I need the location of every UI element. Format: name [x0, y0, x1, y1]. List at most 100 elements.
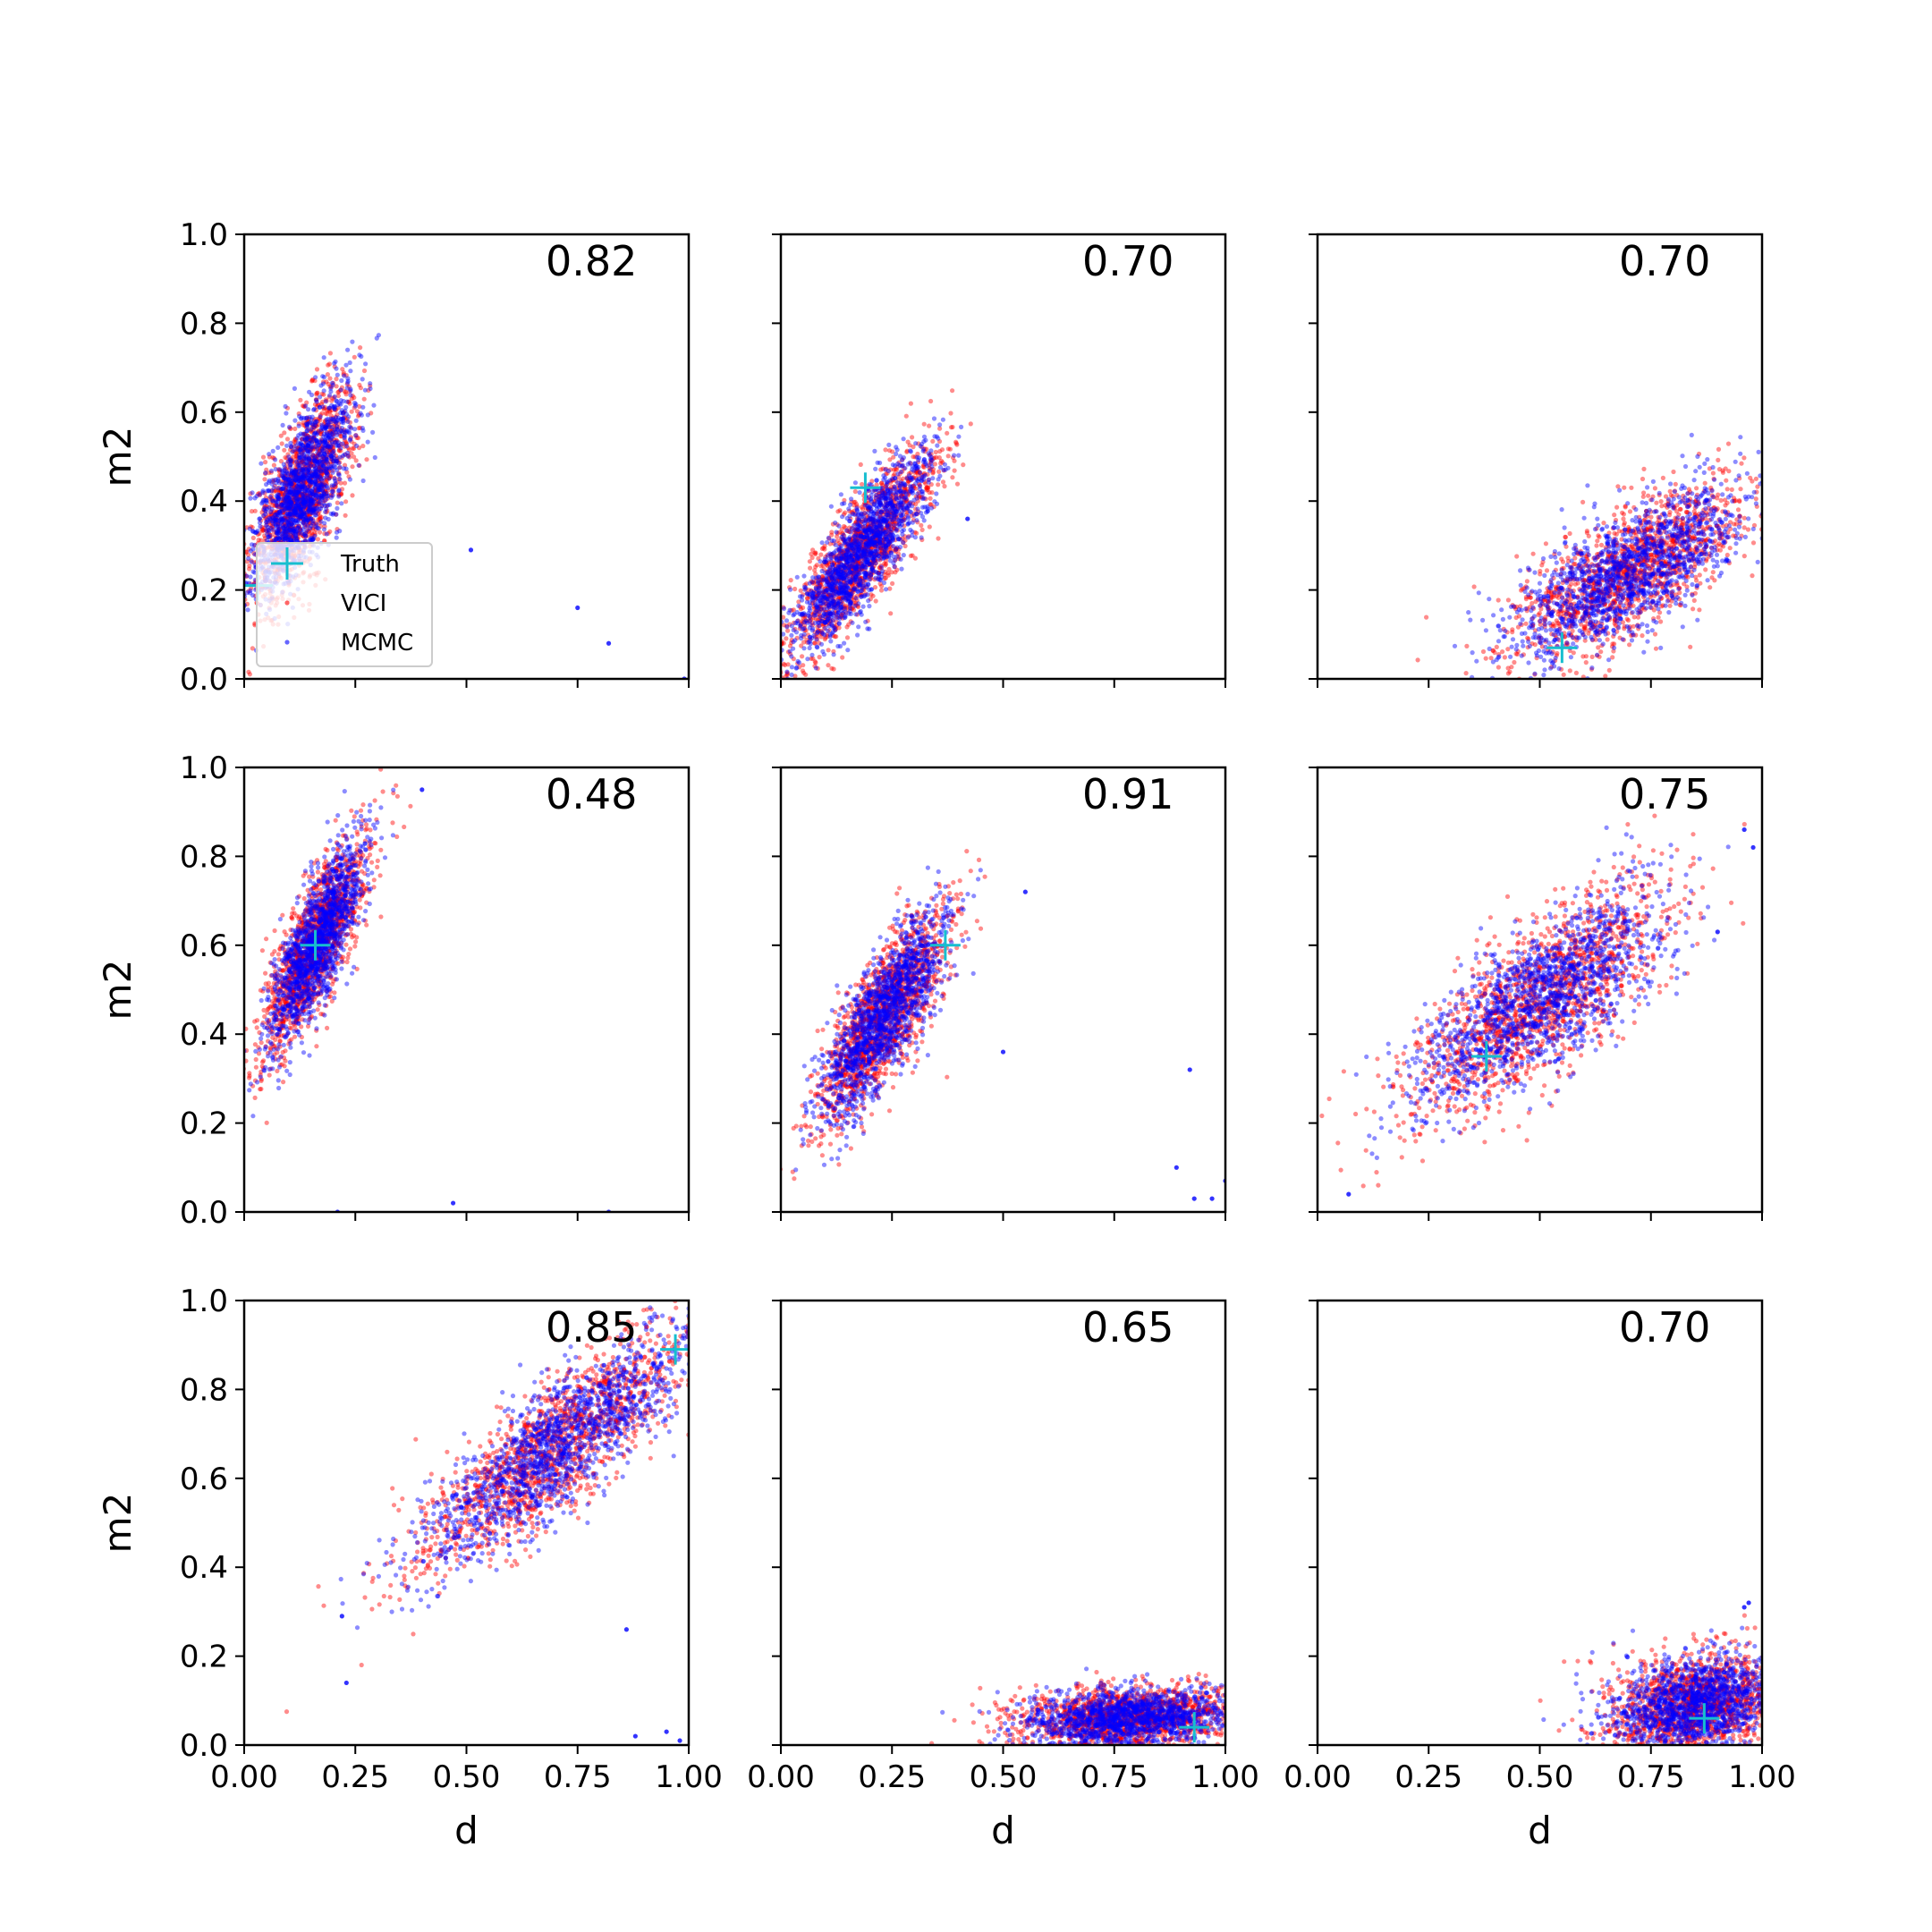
- mcmc-point: [305, 451, 310, 456]
- vici-point: [332, 475, 337, 481]
- mcmc-point: [307, 437, 312, 443]
- vici-point: [278, 499, 284, 505]
- mcmc-point: [328, 453, 335, 459]
- vici-point: [352, 354, 357, 360]
- mcmc-point: [304, 439, 309, 445]
- vici-point: [302, 502, 308, 507]
- mcmc-point: [305, 448, 310, 453]
- vici-point: [299, 495, 304, 500]
- mcmc-point: [292, 386, 297, 391]
- vici-point: [342, 437, 347, 443]
- vici-point: [304, 503, 309, 508]
- vici-point: [327, 376, 333, 381]
- vici-point: [268, 512, 274, 517]
- mcmc-point: [337, 401, 343, 406]
- vici-point: [338, 480, 343, 486]
- mcmc-point: [296, 519, 301, 524]
- mcmc-point: [343, 429, 349, 435]
- mcmc-point: [335, 458, 340, 464]
- mcmc-point: [302, 445, 308, 450]
- vici-point: [813, 660, 818, 665]
- vici-point: [349, 409, 354, 414]
- mcmc-point: [265, 524, 270, 530]
- mcmc-point: [329, 489, 335, 495]
- vici-point: [347, 454, 352, 460]
- vici-point: [326, 452, 331, 457]
- vici-point: [930, 438, 936, 444]
- vici-point: [818, 552, 824, 557]
- mcmc-point: [275, 535, 281, 540]
- vici-point: [284, 488, 289, 494]
- mcmc-point: [290, 481, 295, 487]
- mcmc-point: [309, 516, 314, 521]
- vici-point: [309, 475, 314, 480]
- vici-point: [355, 413, 361, 419]
- mcmc-point: [324, 490, 329, 496]
- mcmc-point: [317, 496, 322, 501]
- mcmc-point: [293, 459, 300, 464]
- mcmc-point: [302, 530, 309, 536]
- vici-point: [307, 520, 312, 525]
- vici-point: [295, 531, 301, 537]
- mcmc-point: [309, 516, 314, 521]
- mcmc-point: [292, 513, 297, 518]
- mcmc-point: [258, 516, 263, 521]
- vici-point: [284, 405, 291, 411]
- vici-point: [285, 504, 291, 510]
- vici-point: [298, 498, 303, 504]
- mcmc-point: [293, 506, 299, 512]
- mcmc-point: [282, 498, 287, 504]
- vici-point: [295, 491, 301, 497]
- vici-point: [271, 455, 277, 461]
- vici-point: [307, 435, 312, 441]
- vici-point: [294, 472, 300, 478]
- vici-point: [296, 411, 301, 417]
- vici-point: [300, 463, 305, 469]
- mcmc-point: [292, 506, 298, 512]
- mcmc-point: [370, 429, 376, 435]
- mcmc-point: [317, 506, 322, 513]
- vici-point: [324, 422, 329, 428]
- mcmc-point: [282, 492, 288, 497]
- mcmc-point: [275, 511, 280, 516]
- mcmc-point: [310, 493, 316, 499]
- mcmc-point: [324, 456, 329, 462]
- mcmc-point: [314, 458, 319, 464]
- mcmc-point: [360, 426, 365, 431]
- vici-point: [293, 464, 299, 470]
- mcmc-point: [292, 508, 297, 513]
- vici-point: [291, 492, 296, 497]
- vici-point: [327, 475, 333, 480]
- vici-point: [314, 392, 319, 397]
- mcmc-point: [286, 505, 292, 511]
- vici-point: [308, 516, 313, 521]
- vici-point: [305, 485, 311, 490]
- vici-point: [325, 508, 330, 513]
- mcmc-point: [343, 408, 348, 413]
- vici-point: [301, 460, 306, 465]
- vici-point: [323, 488, 328, 494]
- mcmc-point: [267, 494, 273, 500]
- mcmc-point: [312, 431, 318, 437]
- vici-point: [330, 432, 335, 437]
- vici-point: [302, 497, 309, 503]
- mcmc-point: [331, 403, 336, 409]
- vici-point: [285, 501, 291, 506]
- vici-point: [325, 411, 330, 417]
- mcmc-point: [368, 381, 373, 386]
- vici-point: [335, 412, 340, 418]
- vici-point: [305, 419, 310, 425]
- mcmc-point: [280, 517, 286, 522]
- vici-point: [309, 502, 315, 507]
- vici-point: [361, 396, 367, 402]
- vici-point: [271, 509, 276, 514]
- vici-point: [768, 667, 773, 672]
- mcmc-point: [321, 458, 327, 463]
- vici-point: [296, 514, 301, 521]
- vici-point: [914, 530, 919, 536]
- mcmc-point: [288, 489, 293, 495]
- mcmc-point: [289, 444, 294, 449]
- vici-point: [263, 509, 268, 514]
- vici-point: [775, 662, 779, 666]
- vici-point: [301, 496, 306, 501]
